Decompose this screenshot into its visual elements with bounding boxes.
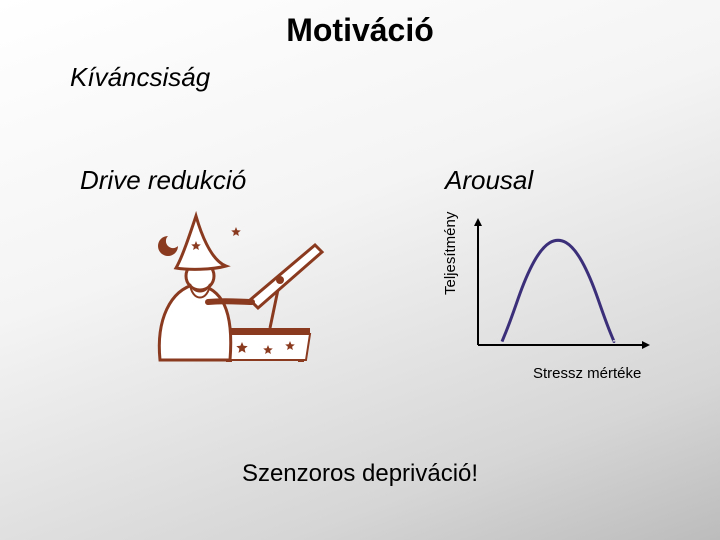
page-title: Motiváció [0,12,720,49]
chart-svg [448,215,658,365]
left-heading: Drive redukció [80,165,246,196]
chart-ylabel: Teljesítmény [442,212,459,295]
slide: Motiváció Kíváncsiság Drive redukció Aro… [0,0,720,540]
right-heading: Arousal [445,165,533,196]
arousal-chart: Teljesítmény Stressz mértéke [448,215,678,375]
wizard-illustration [130,210,330,370]
subtitle: Kíváncsiság [70,62,210,93]
bottom-text: Szenzoros depriváció! [0,460,720,488]
chart-xlabel: Stressz mértéke [533,365,641,382]
